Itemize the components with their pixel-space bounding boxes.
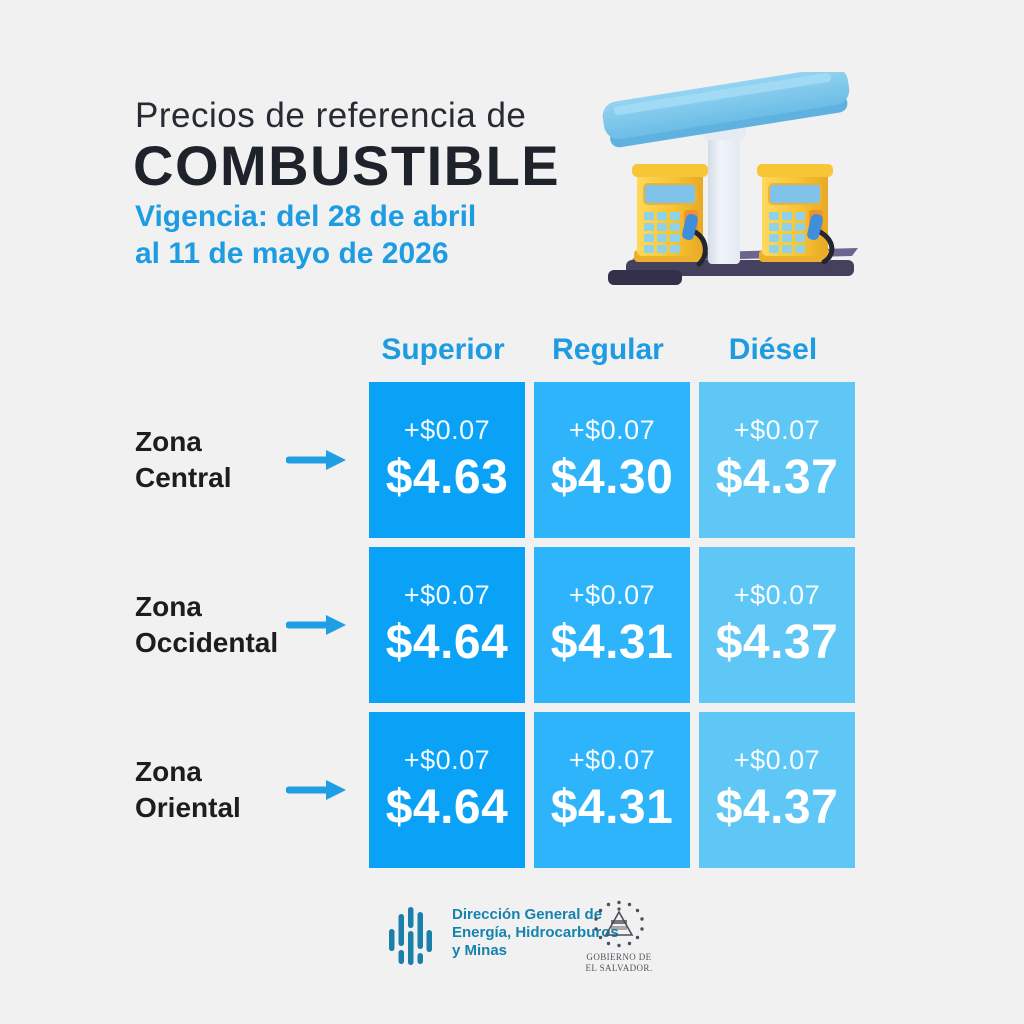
price-cell-occidental-superior: +$0.07 $4.64 bbox=[369, 547, 525, 703]
arrow-right-icon bbox=[286, 450, 346, 470]
station-canopy bbox=[602, 72, 850, 148]
price-cell-oriental-superior: +$0.07 $4.64 bbox=[369, 712, 525, 868]
price-change: +$0.07 bbox=[733, 745, 821, 775]
zone-word: Zona bbox=[135, 756, 202, 787]
arrow-right-icon bbox=[286, 615, 346, 635]
zone-name: Oriental bbox=[135, 792, 241, 823]
fuel-station-illustration bbox=[602, 72, 858, 285]
agency-name-line: Energía, Hidrocarburos bbox=[452, 924, 619, 941]
price-cell-oriental-diesel: +$0.07 $4.37 bbox=[699, 712, 855, 868]
government-label-line: EL SALVADOR. bbox=[585, 963, 653, 973]
price-cell-central-regular: +$0.07 $4.30 bbox=[534, 382, 690, 538]
row-label-zona-central: Zona Central bbox=[135, 424, 231, 496]
price-cell-central-superior: +$0.07 $4.63 bbox=[369, 382, 525, 538]
price-value: $4.37 bbox=[715, 781, 839, 834]
price-cell-central-diesel: +$0.07 $4.37 bbox=[699, 382, 855, 538]
fuel-pump-right bbox=[757, 164, 835, 265]
price-value: $4.63 bbox=[385, 451, 509, 504]
price-change: +$0.07 bbox=[568, 580, 656, 610]
price-cell-oriental-regular: +$0.07 $4.31 bbox=[534, 712, 690, 868]
price-cell-occidental-regular: +$0.07 $4.31 bbox=[534, 547, 690, 703]
agency-name-line: y Minas bbox=[452, 942, 508, 959]
zone-word: Zona bbox=[135, 426, 202, 457]
validity-line-1: Vigencia: del 28 de abril bbox=[135, 200, 477, 233]
price-change: +$0.07 bbox=[403, 580, 491, 610]
row-label-zona-oriental: Zona Oriental bbox=[135, 754, 241, 826]
station-pillar bbox=[702, 126, 746, 264]
fuel-pump-left bbox=[632, 164, 708, 267]
arrow-right-icon bbox=[286, 780, 346, 800]
price-value: $4.64 bbox=[385, 616, 509, 669]
price-change: +$0.07 bbox=[403, 415, 491, 445]
validity-line-2: al 11 de mayo de 2026 bbox=[135, 237, 449, 270]
price-value: $4.37 bbox=[715, 451, 839, 504]
price-value: $4.31 bbox=[550, 616, 674, 669]
price-value: $4.64 bbox=[385, 781, 509, 834]
table-row-occidental: Zona Occidental +$0.07 $4.64 +$0.07 $4.3… bbox=[0, 547, 1024, 703]
price-value: $4.31 bbox=[550, 781, 674, 834]
row-label-zona-occidental: Zona Occidental bbox=[135, 589, 278, 661]
column-header-superior: Superior bbox=[381, 333, 505, 366]
column-header-regular: Regular bbox=[552, 333, 664, 366]
price-change: +$0.07 bbox=[568, 415, 656, 445]
price-value: $4.37 bbox=[715, 616, 839, 669]
validity-period: Vigencia: del 28 de abril al 11 de mayo … bbox=[135, 198, 476, 272]
table-row-central: Zona Central +$0.07 $4.63 +$0.07 $4.30 +… bbox=[0, 382, 1024, 538]
price-cell-occidental-diesel: +$0.07 $4.37 bbox=[699, 547, 855, 703]
table-row-oriental: Zona Oriental +$0.07 $4.64 +$0.07 $4.31 … bbox=[0, 712, 1024, 868]
price-change: +$0.07 bbox=[403, 745, 491, 775]
zone-name: Central bbox=[135, 462, 232, 493]
agency-name: Dirección General de Energía, Hidrocarbu… bbox=[452, 906, 619, 960]
dgehm-logo-bars-icon bbox=[389, 907, 432, 965]
government-label-line: GOBIERNO DE bbox=[586, 952, 652, 962]
agency-name-line: Dirección General de bbox=[452, 906, 603, 923]
column-header-diesel: Diésel bbox=[728, 333, 818, 366]
price-change: +$0.07 bbox=[733, 580, 821, 610]
zone-word: Zona bbox=[135, 591, 202, 622]
zone-name: Occidental bbox=[135, 627, 279, 658]
price-change: +$0.07 bbox=[568, 745, 656, 775]
gov-emblem-icon bbox=[594, 900, 644, 948]
page-title: Precios de referencia de bbox=[135, 96, 527, 135]
page-title-main: COMBUSTIBLE bbox=[133, 134, 561, 197]
price-change: +$0.07 bbox=[733, 415, 821, 445]
price-value: $4.30 bbox=[550, 451, 674, 504]
government-label: GOBIERNO DE EL SALVADOR. bbox=[576, 952, 662, 974]
